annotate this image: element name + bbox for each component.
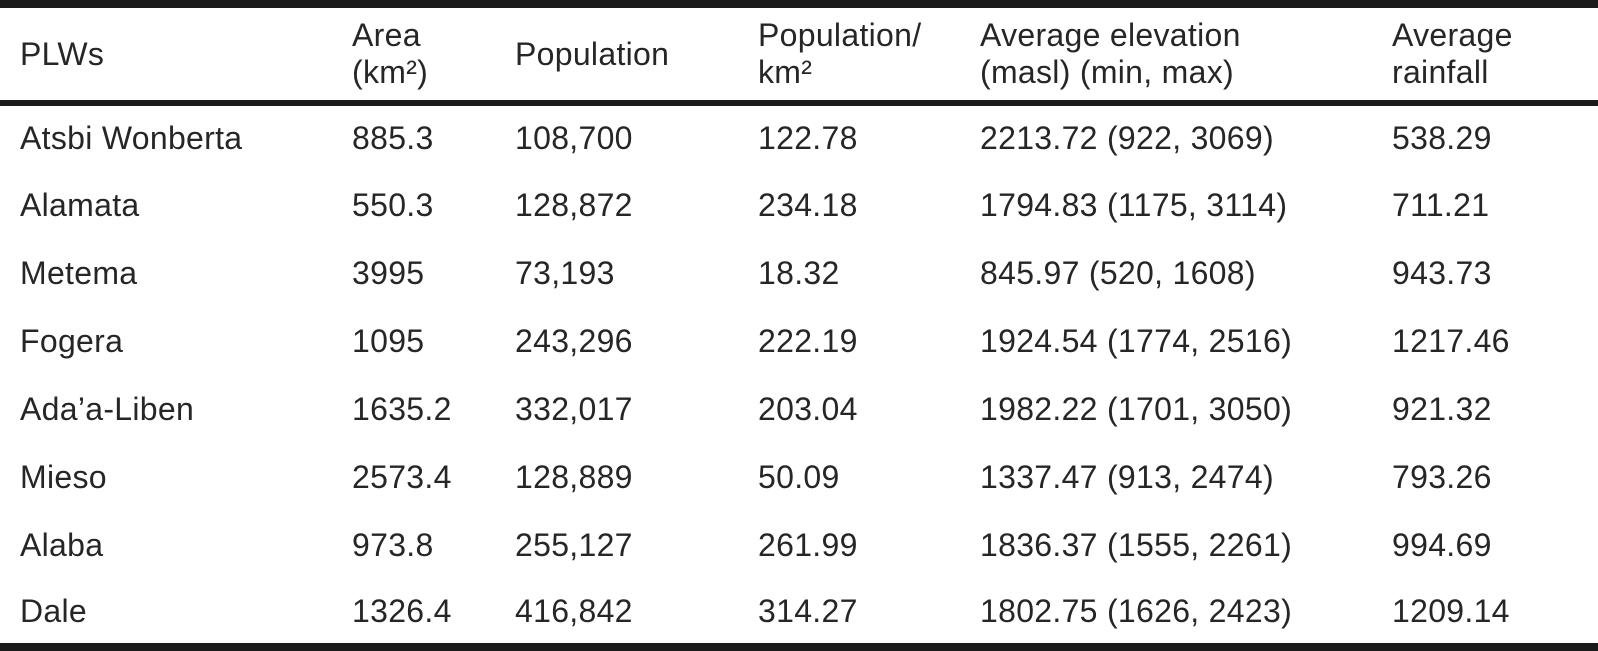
cell-plw-name: Ada’a-Liben [20, 390, 195, 427]
table-row: Mieso 2573.4 128,889 50.09 1337.47 (913,… [0, 443, 1598, 511]
table-row: Alamata 550.3 128,872 234.18 1794.83 (11… [0, 171, 1598, 239]
cell-density: 122.78 [758, 120, 858, 156]
cell-rainfall: 793.26 [1392, 458, 1492, 495]
cell-area: 1326.4 [352, 592, 452, 629]
cell-elevation: 1924.54 (1774, 2516) [980, 322, 1293, 359]
cell-rainfall: 943.73 [1392, 254, 1492, 291]
cell-density: 261.99 [758, 526, 858, 563]
cell-area: 3995 [352, 254, 425, 291]
cell-rainfall: 711.21 [1392, 186, 1490, 223]
cell-plw-name: Dale [20, 592, 88, 629]
cell-elevation: 2213.72 (922, 3069) [980, 120, 1274, 156]
cell-density: 203.04 [758, 390, 858, 427]
col-header-rainfall: Average rainfall [1392, 4, 1598, 106]
col-header-plws: PLWs [0, 4, 352, 106]
cell-density: 314.27 [758, 592, 858, 629]
cell-density: 50.09 [758, 458, 840, 495]
cell-plw-name: Alamata [20, 186, 140, 223]
table-row: Alaba 973.8 255,127 261.99 1836.37 (1555… [0, 511, 1598, 579]
cell-elevation: 1337.47 (913, 2474) [980, 458, 1274, 495]
cell-rainfall: 1217.46 [1392, 322, 1510, 359]
cell-population: 108,700 [515, 120, 633, 156]
cell-rainfall: 921.32 [1392, 390, 1492, 427]
cell-population: 255,127 [515, 526, 633, 563]
cell-elevation: 1802.75 (1626, 2423) [980, 592, 1293, 629]
cell-area: 1095 [352, 322, 425, 359]
cell-density: 222.19 [758, 322, 858, 359]
cell-population: 73,193 [515, 254, 615, 291]
header-row: PLWs Area (km²) Population Population/ k… [0, 4, 1598, 106]
cell-rainfall: 538.29 [1392, 120, 1492, 156]
table-row: Metema 3995 73,193 18.32 845.97 (520, 16… [0, 239, 1598, 307]
table-row: Atsbi Wonberta 885.3 108,700 122.78 2213… [0, 103, 1598, 171]
cell-rainfall: 1209.14 [1392, 592, 1510, 629]
cell-plw-name: Mieso [20, 458, 107, 495]
cell-area: 550.3 [352, 186, 434, 223]
cell-area: 885.3 [352, 120, 434, 156]
cell-area: 2573.4 [352, 458, 452, 495]
cell-population: 243,296 [515, 322, 633, 359]
cell-population: 128,872 [515, 186, 633, 223]
cell-rainfall: 994.69 [1392, 526, 1492, 563]
cell-area: 1635.2 [352, 390, 452, 427]
table-row: Dale 1326.4 416,842 314.27 1802.75 (1626… [0, 579, 1598, 647]
cell-plw-name: Alaba [20, 526, 104, 563]
cell-population: 332,017 [515, 390, 633, 427]
col-header-population: Population [515, 4, 758, 106]
cell-density: 234.18 [758, 186, 858, 223]
cell-elevation: 1794.83 (1175, 3114) [980, 186, 1288, 223]
cell-plw-name: Fogera [20, 322, 124, 359]
cell-population: 416,842 [515, 592, 633, 629]
cell-elevation: 1982.22 (1701, 3050) [980, 390, 1293, 427]
cell-density: 18.32 [758, 254, 840, 291]
col-header-area: Area (km²) [352, 4, 515, 106]
cell-area: 973.8 [352, 526, 434, 563]
cell-elevation: 845.97 (520, 1608) [980, 254, 1256, 291]
cell-population: 128,889 [515, 458, 633, 495]
cell-plw-name: Atsbi Wonberta [20, 120, 243, 156]
cell-plw-name: Metema [20, 254, 138, 291]
col-header-elevation: Average elevation (masl) (min, max) [980, 4, 1392, 106]
table-row: Ada’a-Liben 1635.2 332,017 203.04 1982.2… [0, 375, 1598, 443]
cell-elevation: 1836.37 (1555, 2261) [980, 526, 1293, 563]
table-row: Fogera 1095 243,296 222.19 1924.54 (1774… [0, 307, 1598, 375]
col-header-density: Population/ km² [758, 4, 980, 106]
